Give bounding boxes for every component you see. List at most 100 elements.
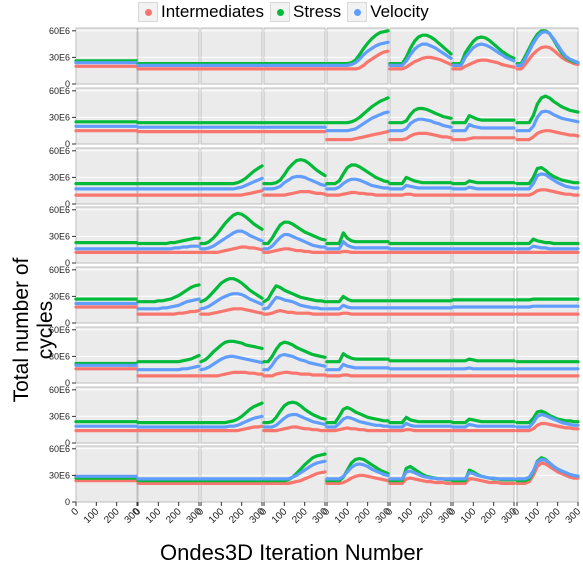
y-axis-title: Total number of cycles [10,257,57,403]
facet-panel [262,87,327,145]
series-line-intermediates [515,421,580,433]
facet-panel [451,386,516,444]
series-line-stress [136,283,201,304]
panel-background [75,266,138,324]
series-line-velocity [199,229,264,251]
series-line-velocity [325,415,390,429]
series-line-stress [262,220,327,246]
series-line-stress [262,158,327,186]
series-line-intermediates [515,188,580,197]
series-line-intermediates [325,130,390,142]
facet-panel [451,147,516,205]
series-line-intermediates [262,190,327,197]
facet-panel [136,206,201,264]
panel-background [75,27,138,85]
x-tick-label: 100 [333,506,353,526]
panel-background [452,326,515,384]
series-line-velocity [199,354,264,372]
series-line-stress [325,352,390,364]
series-line-velocity [451,422,516,429]
series-line-stress [136,353,201,364]
series-line-intermediates [388,131,453,142]
series-line-intermediates [325,311,390,316]
y-tick-label: 0 [65,79,70,89]
facet-panel [515,445,580,503]
legend-item-velocity[interactable]: Velocity [347,2,429,22]
legend-label: Intermediates [161,2,264,21]
facet-panel [199,206,264,264]
series-line-velocity [325,177,390,191]
x-tick-label: 200 [416,506,436,526]
legend-dot-icon [144,8,152,16]
series-line-stress [325,29,390,66]
x-tick-label: 0 [69,506,81,518]
legend-dot-icon [276,8,284,16]
series-line-velocity [515,304,580,309]
panel-background [389,386,452,444]
facet-panel [388,326,453,384]
series-line-velocity [515,109,580,133]
series-line-stress [262,284,327,304]
facet-panel [388,147,453,205]
panel-background [263,87,326,145]
facet-panel [74,326,139,384]
legend-item-intermediates[interactable]: Intermediates [138,2,264,22]
series-line-velocity [515,30,580,68]
series-line-intermediates [325,190,390,197]
x-tick-label: 300 [564,506,583,526]
series-line-intermediates [388,428,453,433]
series-line-intermediates [199,424,264,433]
x-tick-label: 100 [207,506,227,526]
panel-background [516,206,579,264]
series-line-velocity [515,244,580,251]
facet-panel [325,445,390,503]
series-line-velocity [199,414,264,429]
facet-panel [199,266,264,324]
y-tick-label: 0 [65,318,70,328]
panel-background [137,386,200,444]
series-line-intermediates [325,49,390,71]
facet-panel [262,386,327,444]
facet-panel [262,445,327,503]
series-line-velocity [388,42,453,68]
y-tick-label: 0 [65,378,70,388]
series-line-velocity [325,303,390,311]
x-tick-label: 200 [543,506,563,526]
legend-item-stress[interactable]: Stress [270,2,341,22]
series-line-velocity [325,462,390,481]
series-line-intermediates [515,45,580,71]
series-line-stress [451,179,516,186]
series-line-stress [515,94,580,125]
series-line-intermediates [325,473,390,485]
series-line-velocity [262,353,327,372]
series-line-velocity [199,176,264,191]
series-line-stress [199,164,264,186]
series-line-velocity [515,457,580,481]
facet-panel [136,87,201,145]
series-line-velocity [136,244,201,251]
series-line-stress [199,277,264,304]
x-tick-label: 100 [144,506,164,526]
facet-panel [515,326,580,384]
panel-background [263,27,326,85]
facet-panel [199,386,264,444]
series-line-stress [325,231,390,246]
y-tick-label: 30E6 [49,52,70,62]
panel-background [389,326,452,384]
series-line-intermediates [262,309,327,316]
panel-background [75,87,138,145]
series-line-velocity [388,421,453,429]
facet-panel [74,87,139,145]
facet-panel [388,27,453,85]
panel-background [452,87,515,145]
series-line-stress [136,236,201,246]
facet-panel [136,266,201,324]
series-line-stress [199,401,264,425]
series-line-velocity [515,413,580,429]
series-line-stress [325,405,390,425]
y-tick-label: 0 [65,258,70,268]
facet-panel [136,386,201,444]
panel-background [200,87,263,145]
series-line-stress [325,294,390,304]
series-line-intermediates [199,307,264,316]
